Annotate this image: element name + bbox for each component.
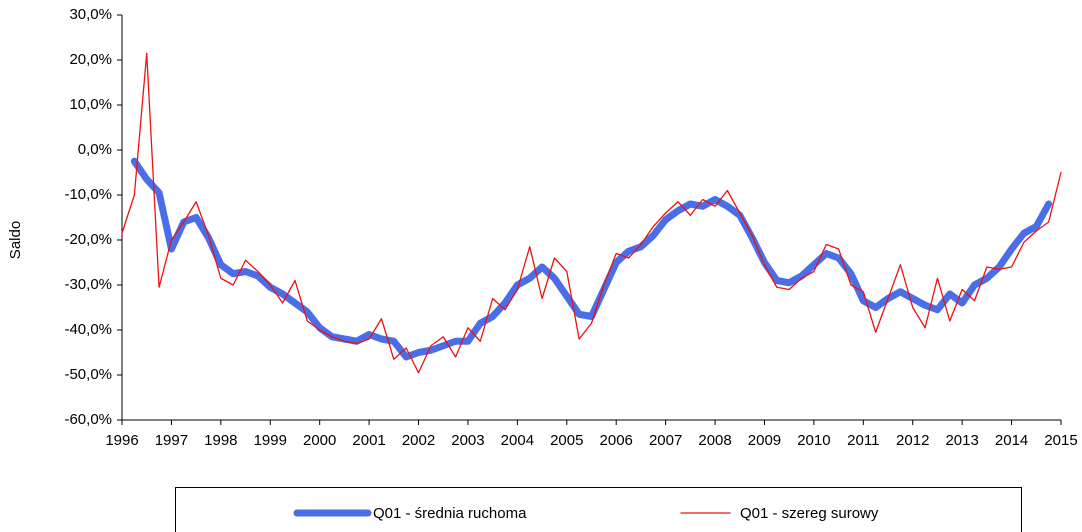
x-tick-label: 2009 [748,432,781,449]
x-tick-label: 2006 [600,432,633,449]
y-tick-label: 30,0% [69,6,112,23]
x-tick-label: 2008 [698,432,731,449]
y-tick-label: -10,0% [64,186,112,203]
y-tick-label: 0,0% [78,141,112,158]
y-tick-label: -60,0% [64,411,112,428]
x-tick-label: 2013 [945,432,978,449]
x-tick-label: 2007 [649,432,682,449]
legend-box [175,487,1022,532]
x-tick-label: 2001 [352,432,385,449]
x-tick-label: 1999 [254,432,287,449]
x-tick-label: 1996 [105,432,138,449]
y-tick-label: 20,0% [69,51,112,68]
y-tick-label: -50,0% [64,366,112,383]
x-tick-label: 2000 [303,432,336,449]
y-tick-label: -40,0% [64,321,112,338]
y-tick-label: -20,0% [64,231,112,248]
x-tick-label: 2011 [847,432,879,449]
x-tick-label: 2010 [797,432,830,449]
y-axis-label: Saldo [7,221,24,259]
x-tick-label: 2002 [402,432,435,449]
x-tick-label: 2003 [451,432,484,449]
x-tick-label: 2015 [1044,432,1077,449]
x-tick-label: 2014 [995,432,1028,449]
series-line [121,52,1062,374]
y-tick-label: -30,0% [64,276,112,293]
series-line [130,157,1053,361]
legend-label: Q01 - średnia ruchoma [373,505,527,522]
x-tick-label: 1997 [155,432,188,449]
x-tick-label: 2004 [501,432,534,449]
y-tick-label: 10,0% [69,96,112,113]
x-tick-label: 2012 [896,432,929,449]
x-tick-label: 1998 [204,432,237,449]
x-tick-label: 2005 [550,432,583,449]
legend-label: Q01 - szereg surowy [740,505,879,522]
